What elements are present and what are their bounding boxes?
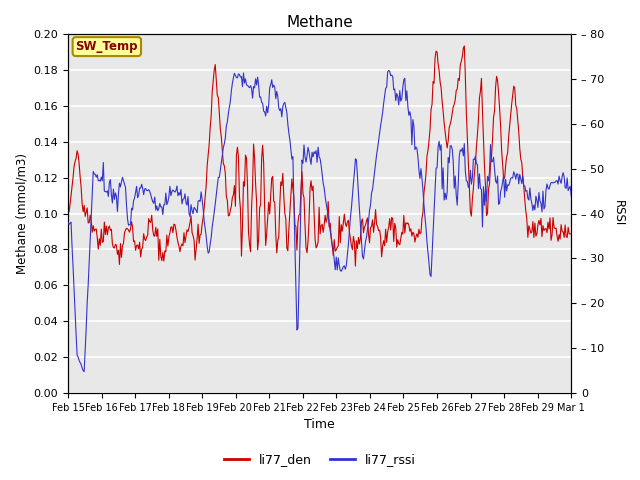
Title: Methane: Methane bbox=[286, 15, 353, 30]
Legend: li77_den, li77_rssi: li77_den, li77_rssi bbox=[219, 448, 421, 471]
Y-axis label: RSSI: RSSI bbox=[612, 201, 625, 227]
Y-axis label: Methane (mmol/m3): Methane (mmol/m3) bbox=[15, 153, 28, 274]
Text: SW_Temp: SW_Temp bbox=[76, 40, 138, 53]
X-axis label: Time: Time bbox=[304, 419, 335, 432]
